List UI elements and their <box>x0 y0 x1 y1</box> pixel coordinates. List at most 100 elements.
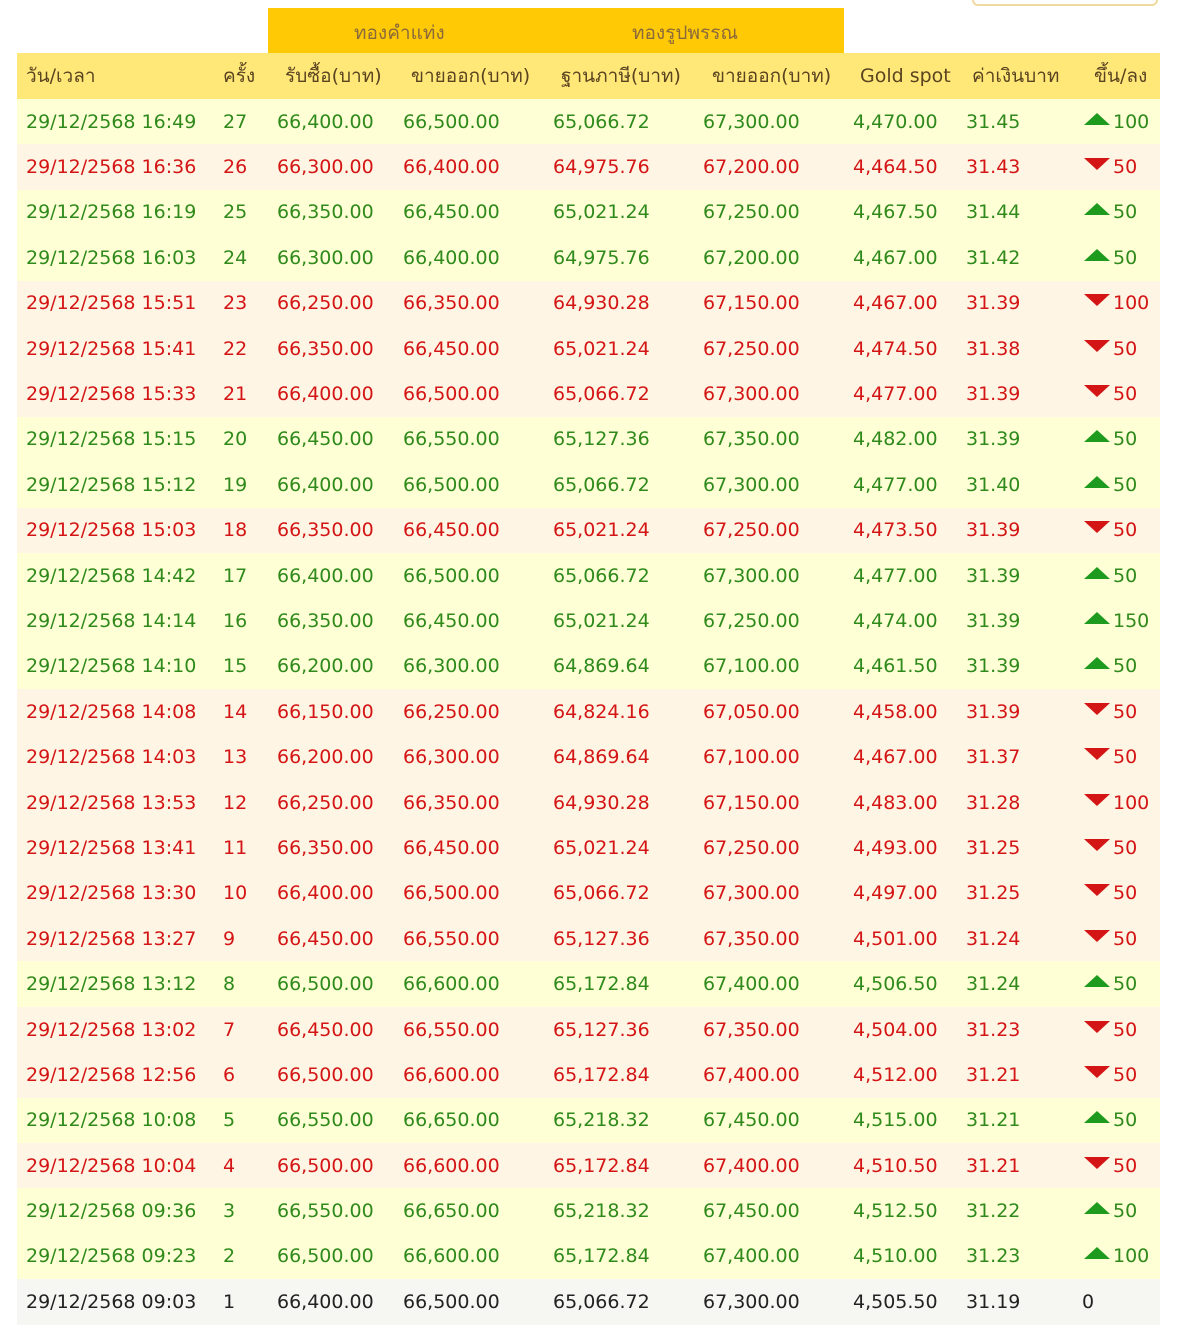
cell-bar-sell: 66,450.00 <box>403 337 500 360</box>
cell-datetime: 29/12/2568 10:04 <box>26 1154 197 1177</box>
cell-bar-buy: 66,400.00 <box>277 1290 374 1313</box>
cell-bar-buy: 66,350.00 <box>277 201 374 224</box>
cell-thb-rate: 31.39 <box>966 292 1021 315</box>
header-datetime: วัน/เวลา <box>26 65 96 87</box>
change-value: 50 <box>1113 700 1138 723</box>
cell-round: 1 <box>223 1290 236 1313</box>
change-value: 100 <box>1113 292 1150 315</box>
cell-thb-rate: 31.23 <box>966 1018 1021 1041</box>
cell-datetime: 29/12/2568 09:23 <box>26 1245 197 1268</box>
arrow-down-icon <box>1084 385 1110 398</box>
cell-gold-spot: 4,477.00 <box>853 383 938 406</box>
arrow-down-icon <box>1084 748 1110 761</box>
cell-round: 21 <box>223 383 248 406</box>
cell-ornament-sell: 67,100.00 <box>703 655 800 678</box>
arrow-down-icon <box>1084 339 1110 352</box>
cell-thb-rate: 31.39 <box>966 609 1021 632</box>
cell-bar-buy: 66,350.00 <box>277 609 374 632</box>
cell-datetime: 29/12/2568 13:02 <box>26 1018 197 1041</box>
cell-ornament-sell: 67,100.00 <box>703 746 800 769</box>
cell-ornament-sell: 67,400.00 <box>703 1154 800 1177</box>
cell-datetime: 29/12/2568 14:14 <box>26 609 197 632</box>
cell-thb-rate: 31.45 <box>966 110 1021 133</box>
cell-bar-sell: 66,500.00 <box>403 882 500 905</box>
arrow-down-icon <box>1084 838 1110 851</box>
cell-change: 50 <box>1084 190 1137 235</box>
change-value: 50 <box>1113 201 1138 224</box>
cell-tax-base: 64,824.16 <box>553 700 650 723</box>
table-row: 29/12/2568 10:04 4 66,500.00 66,600.00 65,17… <box>17 1142 1160 1189</box>
arrow-up-icon <box>1084 1247 1110 1260</box>
cell-gold-spot: 4,497.00 <box>853 882 938 905</box>
arrow-up-icon <box>1084 566 1110 579</box>
cell-ornament-sell: 67,250.00 <box>703 337 800 360</box>
cell-bar-buy: 66,500.00 <box>277 973 374 996</box>
cell-bar-buy: 66,250.00 <box>277 791 374 814</box>
cell-ornament-sell: 67,150.00 <box>703 292 800 315</box>
cell-datetime: 29/12/2568 14:10 <box>26 655 197 678</box>
change-value: 50 <box>1113 655 1138 678</box>
change-value: 50 <box>1113 1200 1138 1223</box>
table-row: 29/12/2568 14:14 16 66,350.00 66,450.00 65,0… <box>17 598 1160 644</box>
cell-bar-buy: 66,200.00 <box>277 746 374 769</box>
change-value: 50 <box>1113 1063 1138 1086</box>
cell-thb-rate: 31.38 <box>966 337 1021 360</box>
cell-bar-buy: 66,500.00 <box>277 1063 374 1086</box>
cell-bar-buy: 66,350.00 <box>277 836 374 859</box>
table-header-row: วัน/เวลา ครั้ง รับซื้อ(บาท) ขายออก(บาท) … <box>17 53 1160 99</box>
cell-round: 10 <box>223 882 248 905</box>
arrow-up-icon <box>1084 248 1110 261</box>
cell-gold-spot: 4,510.00 <box>853 1245 938 1268</box>
cell-datetime: 29/12/2568 16:36 <box>26 156 197 179</box>
change-value: 50 <box>1113 564 1138 587</box>
arrow-down-icon <box>1084 1020 1110 1033</box>
cell-ornament-sell: 67,350.00 <box>703 927 800 950</box>
cell-bar-sell: 66,300.00 <box>403 746 500 769</box>
cell-ornament-sell: 67,350.00 <box>703 428 800 451</box>
gold-price-history-table: วัน/เวลา ครั้ง รับซื้อ(บาท) ขายออก(บาท) … <box>17 53 1160 1325</box>
cell-bar-buy: 66,200.00 <box>277 655 374 678</box>
cell-bar-sell: 66,450.00 <box>403 836 500 859</box>
top-right-input-edge[interactable] <box>972 0 1158 6</box>
table-row: 29/12/2568 13:12 8 66,500.00 66,600.00 65,17… <box>17 961 1160 1007</box>
cell-tax-base: 65,127.36 <box>553 1018 650 1041</box>
cell-datetime: 29/12/2568 14:08 <box>26 700 197 723</box>
arrow-up-icon <box>1084 611 1110 624</box>
cell-tax-base: 64,975.76 <box>553 156 650 179</box>
change-value: 100 <box>1113 791 1150 814</box>
header-bar-sell: ขายออก(บาท) <box>411 65 531 87</box>
cell-thb-rate: 31.28 <box>966 791 1021 814</box>
cell-datetime: 29/12/2568 15:15 <box>26 428 197 451</box>
cell-round: 3 <box>223 1200 236 1223</box>
arrow-down-icon <box>1084 294 1110 307</box>
cell-round: 14 <box>223 700 248 723</box>
cell-datetime: 29/12/2568 15:12 <box>26 473 197 496</box>
arrow-down-icon <box>1084 884 1110 897</box>
cell-bar-sell: 66,600.00 <box>403 973 500 996</box>
table-row: 29/12/2568 13:53 12 66,250.00 66,350.00 64,9… <box>17 779 1160 826</box>
change-value: 100 <box>1113 1245 1150 1268</box>
header-bar-buy: รับซื้อ(บาท) <box>285 65 382 87</box>
cell-round: 18 <box>223 519 248 542</box>
cell-bar-buy: 66,400.00 <box>277 110 374 133</box>
arrow-down-icon <box>1084 521 1110 534</box>
cell-datetime: 29/12/2568 13:41 <box>26 836 197 859</box>
cell-gold-spot: 4,482.00 <box>853 428 938 451</box>
arrow-down-icon <box>1084 793 1110 806</box>
cell-change: 50 <box>1084 462 1137 507</box>
cell-bar-sell: 66,350.00 <box>403 791 500 814</box>
table-row: 29/12/2568 14:03 13 66,200.00 66,300.00 64,8… <box>17 734 1160 780</box>
cell-tax-base: 64,869.64 <box>553 746 650 769</box>
cell-tax-base: 65,172.84 <box>553 973 650 996</box>
table-row: 29/12/2568 09:36 3 66,550.00 66,650.00 65,21… <box>17 1188 1160 1234</box>
cell-ornament-sell: 67,300.00 <box>703 383 800 406</box>
table-row: 29/12/2568 10:08 5 66,550.00 66,650.00 65,21… <box>17 1097 1160 1143</box>
cell-datetime: 29/12/2568 09:36 <box>26 1200 197 1223</box>
cell-thb-rate: 31.40 <box>966 473 1021 496</box>
cell-bar-sell: 66,600.00 <box>403 1245 500 1268</box>
cell-bar-buy: 66,250.00 <box>277 292 374 315</box>
cell-bar-sell: 66,550.00 <box>403 927 500 950</box>
cell-thb-rate: 31.21 <box>966 1154 1021 1177</box>
cell-bar-buy: 66,550.00 <box>277 1109 374 1132</box>
arrow-up-icon <box>1084 975 1110 988</box>
